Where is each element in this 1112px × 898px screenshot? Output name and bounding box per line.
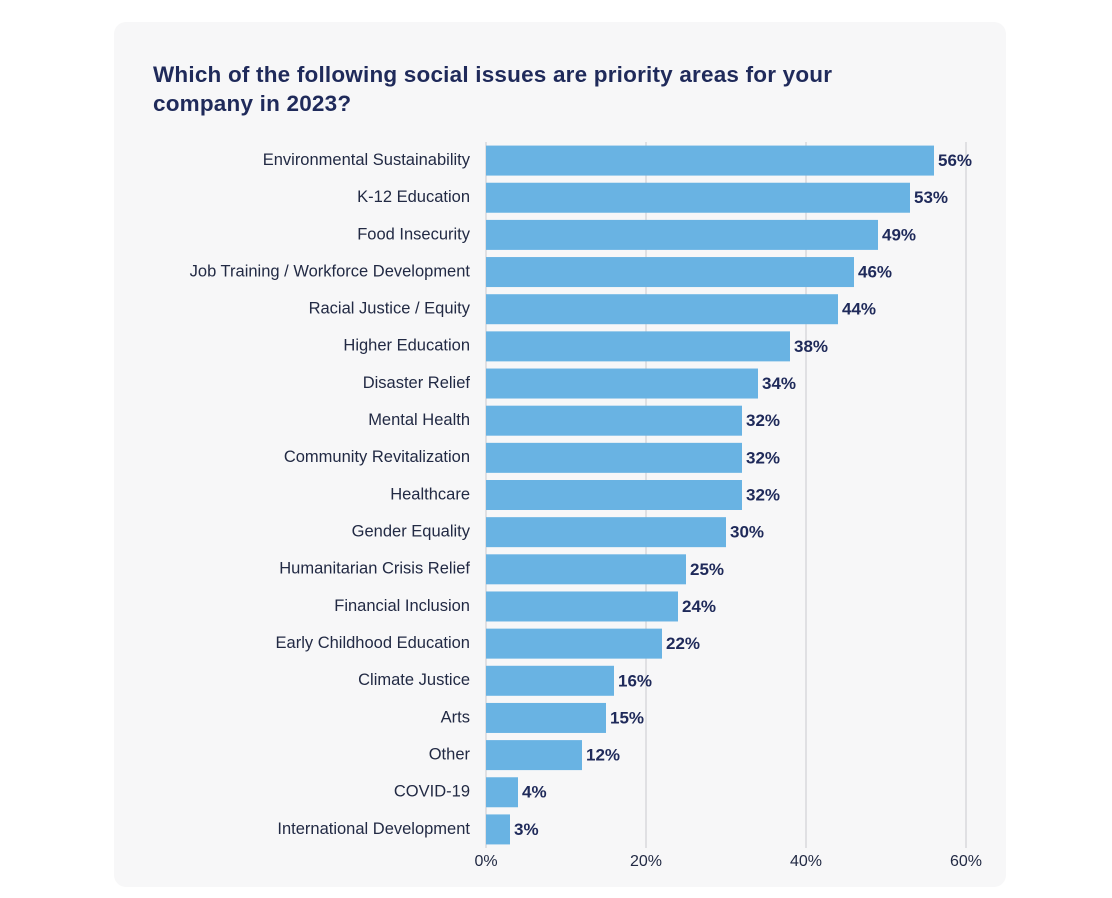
bar <box>486 145 934 176</box>
y-tick-label: Racial Justice / Equity <box>309 300 471 318</box>
bar <box>486 368 758 399</box>
bar <box>486 219 878 250</box>
x-tick-label: 0% <box>474 853 497 870</box>
bar <box>486 554 686 585</box>
y-tick-label: Arts <box>441 708 470 726</box>
y-tick-label: Disaster Relief <box>363 374 471 392</box>
value-label: 16% <box>618 671 652 690</box>
bar <box>486 777 518 808</box>
value-label: 24% <box>682 597 716 616</box>
value-label: 30% <box>730 523 764 542</box>
value-label: 25% <box>690 560 724 579</box>
y-tick-label: Climate Justice <box>358 671 470 689</box>
value-label: 12% <box>586 746 620 765</box>
bar <box>486 294 838 325</box>
value-label: 46% <box>858 263 892 282</box>
bar <box>486 182 910 213</box>
y-tick-label: Environmental Sustainability <box>263 151 471 169</box>
bar <box>486 628 662 659</box>
bar <box>486 665 614 696</box>
value-label: 32% <box>746 411 780 430</box>
y-tick-label: Job Training / Workforce Development <box>190 262 471 280</box>
bar <box>486 442 742 473</box>
bar <box>486 740 582 771</box>
y-tick-label: Other <box>429 745 471 763</box>
bar <box>486 814 510 845</box>
value-label: 34% <box>762 374 796 393</box>
value-label: 38% <box>794 337 828 356</box>
y-tick-label: Early Childhood Education <box>276 634 470 652</box>
y-tick-label: International Development <box>277 820 470 838</box>
y-tick-label: Gender Equality <box>352 523 471 541</box>
y-tick-label: Food Insecurity <box>357 225 471 243</box>
y-tick-label: Healthcare <box>390 485 470 503</box>
y-tick-label: Mental Health <box>368 411 470 429</box>
value-label: 4% <box>522 783 547 802</box>
chart-title: Which of the following social issues are… <box>153 62 833 116</box>
bar <box>486 480 742 510</box>
y-tick-label: Community Revitalization <box>284 448 470 466</box>
value-label: 3% <box>514 820 539 839</box>
value-label: 56% <box>938 151 972 170</box>
value-label: 32% <box>746 448 780 467</box>
x-tick-label: 60% <box>950 853 982 870</box>
x-tick-label: 20% <box>630 853 662 870</box>
value-label: 44% <box>842 300 876 319</box>
bar <box>486 702 606 733</box>
x-tick-label: 40% <box>790 853 822 870</box>
y-tick-label: Financial Inclusion <box>334 597 470 615</box>
value-label: 22% <box>666 634 700 653</box>
bar <box>486 517 726 548</box>
bar <box>486 591 678 622</box>
y-tick-label: K-12 Education <box>357 188 470 206</box>
value-label: 32% <box>746 485 780 504</box>
value-label: 15% <box>610 708 644 727</box>
y-tick-label: COVID-19 <box>394 783 470 801</box>
y-tick-label: Humanitarian Crisis Relief <box>279 560 470 578</box>
bar <box>486 331 790 362</box>
y-tick-label: Higher Education <box>343 337 470 355</box>
value-label: 49% <box>882 225 916 244</box>
bar <box>486 257 854 288</box>
bar <box>486 405 742 436</box>
value-label: 53% <box>914 188 948 207</box>
